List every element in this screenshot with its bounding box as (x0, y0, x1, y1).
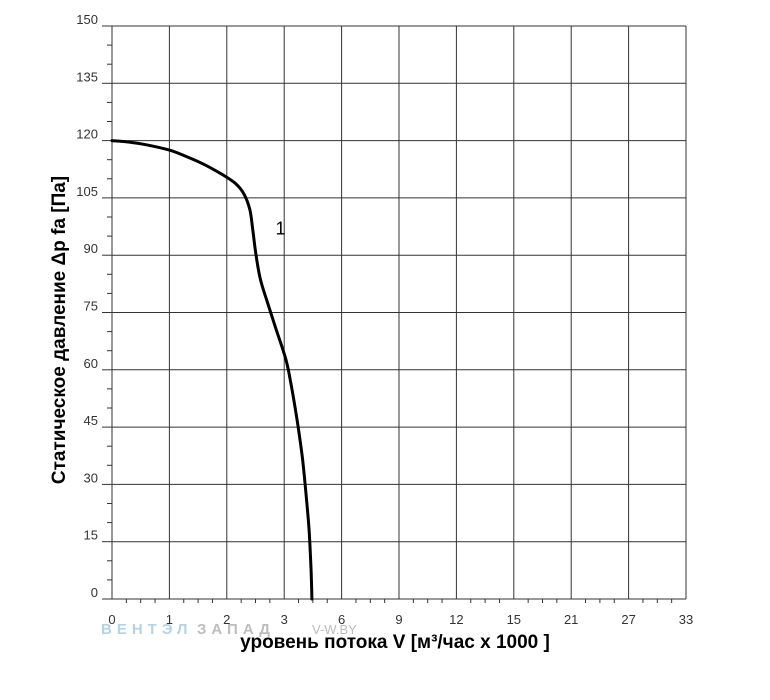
minor-ticks (107, 44, 673, 603)
x-tick-label: 6 (338, 612, 345, 627)
y-tick-label: 120 (76, 127, 98, 142)
x-tick-label: 33 (679, 612, 693, 627)
x-tick-label: 3 (281, 612, 288, 627)
watermark-part1: ВЕНТЭЛ (101, 621, 192, 638)
x-tick-label: 15 (507, 612, 521, 627)
x-tick-label: 27 (621, 612, 635, 627)
series-curve-0 (110, 139, 314, 601)
x-tick-label: 0 (108, 612, 115, 627)
y-tick-label: 75 (84, 299, 98, 314)
watermark: ВЕНТЭЛ ЗАПАД V-W.BY (101, 621, 357, 638)
watermark-site: V-W.BY (312, 622, 357, 637)
grid (111, 25, 687, 600)
y-tick-label: 105 (76, 184, 98, 199)
y-tick-label: 150 (76, 12, 98, 27)
series-label-0: 1 (276, 218, 286, 238)
y-tick-label: 30 (84, 470, 98, 485)
y-tick-labels: 0 15 30 45 60 75 90 105 120 135 150 (76, 12, 112, 600)
x-tick-label: 21 (564, 612, 578, 627)
y-tick-label: 60 (84, 356, 98, 371)
watermark-part2: ЗАПАД (197, 621, 275, 638)
x-axis-title: уровень потока V [м³/час x 1000 ] (240, 632, 550, 653)
x-tick-labels: 0 1 2 3 6 9 12 15 21 27 33 (108, 612, 693, 627)
x-tick-label: 12 (449, 612, 463, 627)
y-tick-label: 15 (84, 528, 98, 543)
x-tick-label: 1 (166, 612, 173, 627)
y-tick-label: 90 (84, 241, 98, 256)
y-tick-label: 45 (84, 413, 98, 428)
x-tick-label: 9 (395, 612, 402, 627)
y-tick-label: 0 (91, 585, 98, 600)
y-tick-label: 135 (76, 69, 98, 84)
series: 1 (110, 139, 314, 601)
y-axis-title: Статическое давление Δp fa [Па] (49, 176, 70, 484)
x-tick-label: 2 (223, 612, 230, 627)
